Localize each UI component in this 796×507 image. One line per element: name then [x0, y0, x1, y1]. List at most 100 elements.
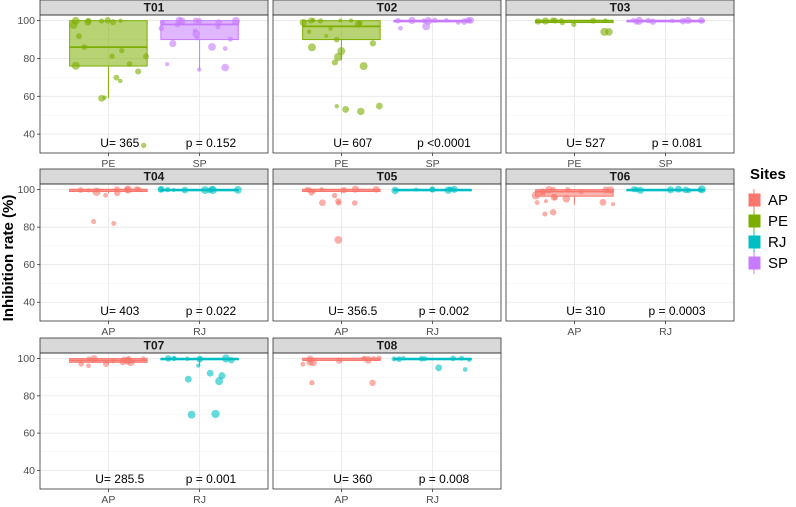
data-point — [208, 42, 216, 51]
data-point — [109, 53, 115, 59]
x-tick-label: PE — [334, 158, 348, 170]
data-point — [684, 16, 692, 25]
group-rj — [160, 354, 239, 419]
legend-key — [748, 193, 761, 207]
panel-background — [273, 353, 501, 489]
panel-background — [273, 184, 501, 321]
data-point — [319, 199, 326, 207]
y-tick-label: 40 — [23, 297, 35, 309]
data-point — [234, 186, 242, 194]
panel-border — [272, 183, 502, 322]
data-point — [306, 29, 312, 34]
data-point — [432, 17, 438, 23]
x-tick-label: AP — [101, 494, 115, 506]
data-point — [309, 358, 317, 367]
data-point — [184, 356, 190, 362]
box — [69, 20, 148, 67]
data-point — [391, 356, 397, 362]
u-statistic-label: U= 365 — [100, 136, 139, 150]
panel-border — [39, 183, 269, 322]
data-point — [126, 357, 135, 367]
data-point — [340, 186, 348, 194]
data-point — [545, 185, 553, 194]
data-point — [467, 357, 472, 363]
facet-panel-t06: T06 AP RJ U= 310 p = 0.0003 — [505, 168, 735, 338]
data-point — [171, 187, 176, 192]
facet-title: T08 — [377, 339, 398, 353]
panel-border — [272, 352, 502, 490]
data-point — [308, 17, 315, 24]
data-point — [398, 25, 403, 31]
data-point — [110, 19, 117, 26]
data-point — [159, 19, 166, 26]
data-point — [119, 358, 127, 366]
y-tick-label: 40 — [23, 465, 35, 477]
data-point — [211, 409, 220, 419]
y-tick-label: 80 — [23, 390, 35, 402]
group-rj — [157, 185, 242, 195]
data-point — [334, 104, 339, 109]
y-tick-label: 80 — [23, 222, 35, 234]
panel-border — [505, 14, 735, 154]
data-point — [103, 192, 108, 198]
panel-background — [506, 184, 734, 321]
legend-label: SP — [768, 255, 788, 272]
data-point — [391, 186, 399, 195]
facet-panel-t08: T08 AP RJ U= 360 p = 0.008 — [272, 337, 502, 506]
data-point — [674, 185, 683, 193]
data-point — [333, 36, 340, 43]
data-point — [308, 190, 315, 196]
facet-panel-t03: T03 PE SP U= 527 p = 0.081 — [505, 0, 735, 170]
data-point — [444, 186, 452, 194]
group-rj — [626, 185, 706, 194]
data-point — [460, 18, 468, 25]
data-point — [206, 187, 213, 194]
x-tick-label: RJ — [426, 494, 439, 506]
data-point — [354, 20, 362, 28]
u-statistic-label: U= 527 — [566, 136, 605, 150]
legend-key — [748, 235, 761, 249]
data-point — [649, 18, 657, 25]
x-tick-label: PE — [567, 158, 581, 170]
y-tick-label: 100 — [17, 15, 35, 27]
data-point — [135, 68, 142, 75]
data-point — [196, 355, 204, 363]
panel-border — [39, 14, 269, 154]
data-point — [77, 187, 84, 193]
x-tick-label: AP — [101, 326, 115, 338]
data-point — [599, 198, 607, 206]
facet-title: T01 — [144, 1, 165, 15]
data-point — [542, 211, 548, 217]
data-point — [126, 61, 133, 67]
data-point — [103, 361, 109, 368]
p-value-label: p = 0.008 — [419, 472, 470, 486]
group-rj — [391, 185, 472, 195]
u-statistic-label: U= 360 — [333, 472, 372, 486]
data-point — [328, 26, 333, 31]
x-tick-label: SP — [426, 158, 440, 170]
data-point — [215, 377, 224, 386]
data-point — [421, 18, 427, 24]
x-tick-label: RJ — [426, 326, 439, 338]
group-ap — [300, 355, 382, 387]
u-statistic-label: U= 310 — [566, 304, 605, 318]
data-point — [666, 186, 675, 194]
data-point — [611, 202, 616, 207]
data-point — [181, 186, 189, 194]
data-point — [231, 16, 240, 26]
data-point — [376, 355, 382, 361]
box — [302, 20, 381, 41]
data-point — [418, 355, 425, 362]
data-point — [375, 102, 383, 110]
data-point — [679, 17, 687, 25]
x-tick-label: RJ — [193, 494, 206, 506]
data-point — [364, 356, 372, 364]
data-point — [462, 367, 468, 372]
x-tick-label: SP — [193, 158, 207, 170]
group-sp — [393, 16, 475, 31]
data-point — [158, 25, 165, 32]
data-point — [336, 200, 342, 206]
data-point — [351, 185, 360, 193]
data-point — [372, 185, 380, 193]
group-ap — [69, 185, 148, 226]
